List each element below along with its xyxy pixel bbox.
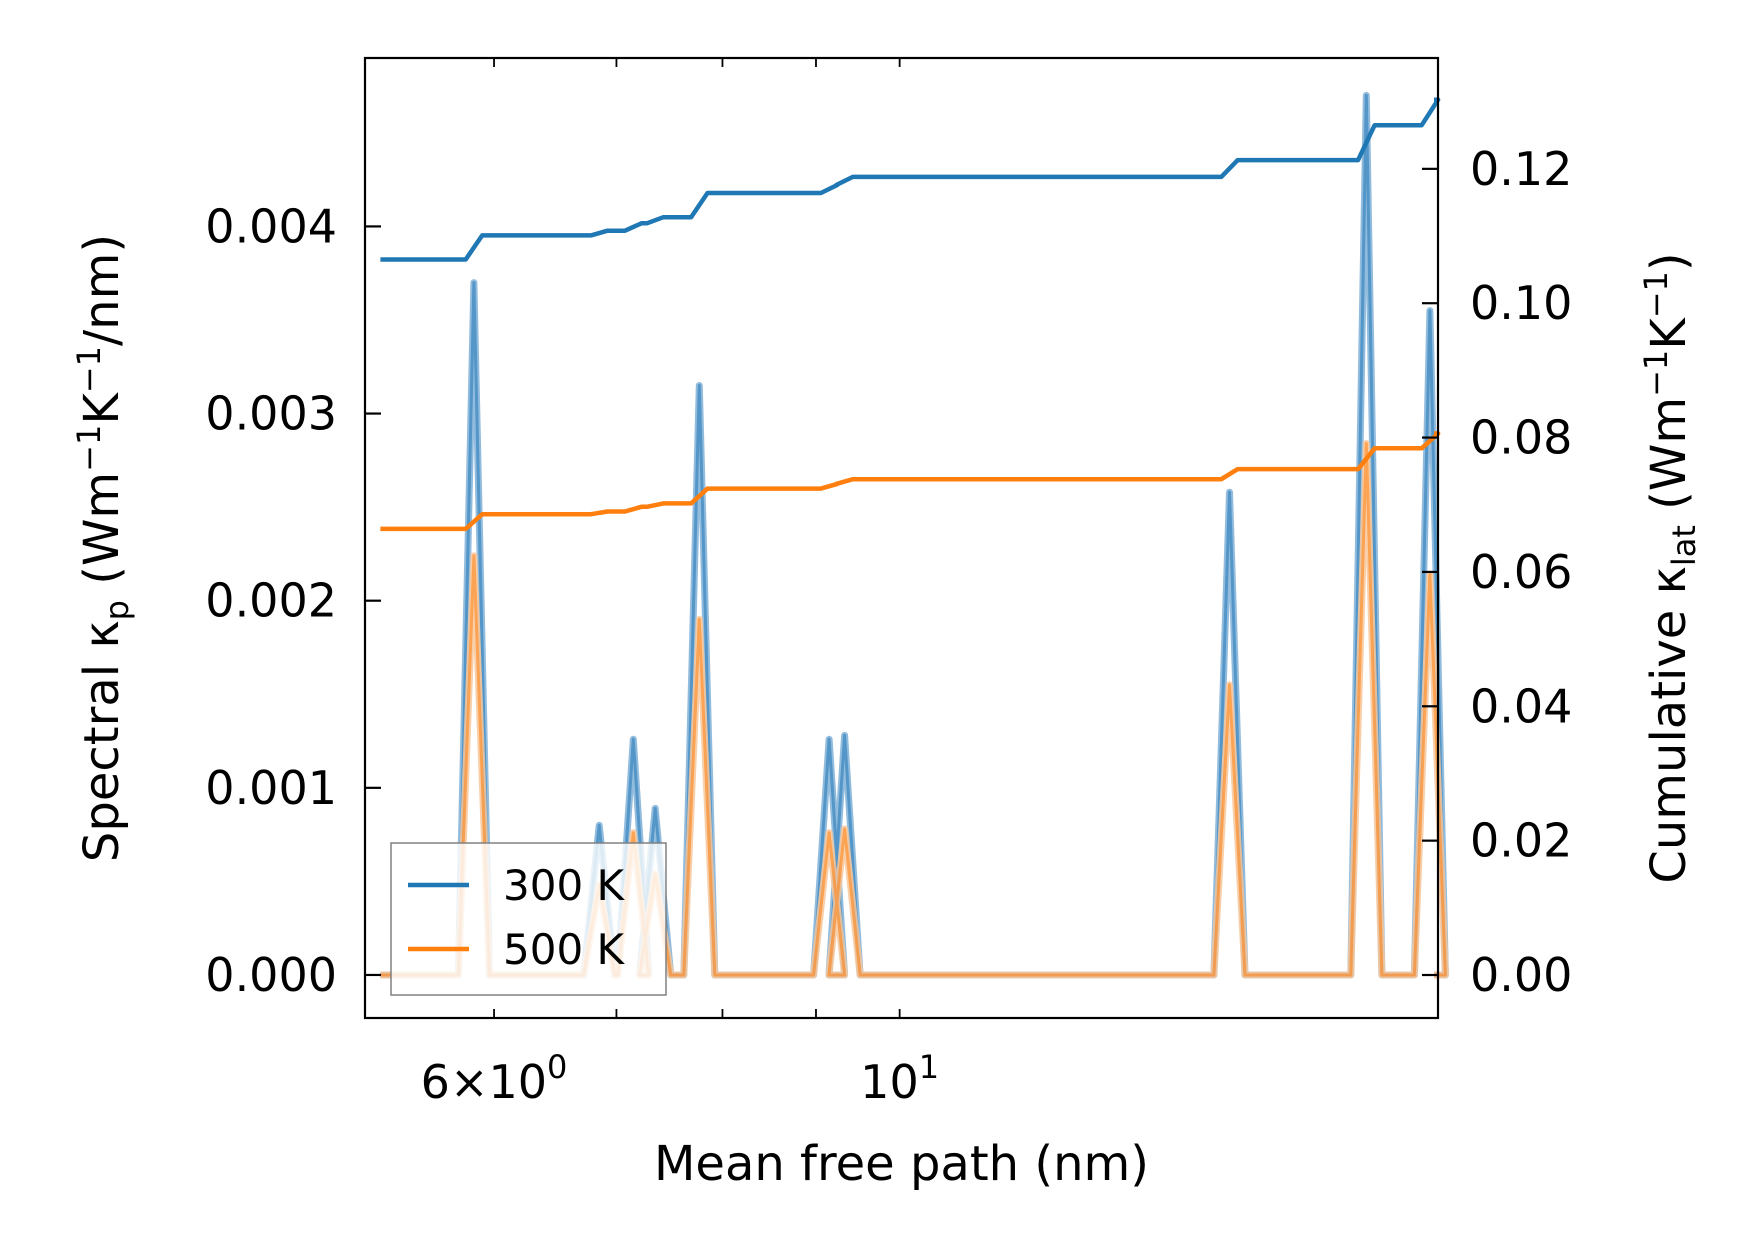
- cumulative-layer: [380, 97, 1441, 532]
- x-axis-label: Mean free path (nm): [654, 1136, 1149, 1192]
- y-right-label-text: Cumulative κ: [1641, 566, 1697, 884]
- y-left-label-mid: K: [74, 392, 130, 425]
- ticks-layer: [365, 58, 1438, 1018]
- y-right-tick-label: 0.12: [1470, 142, 1572, 196]
- cumulative-series-500k: [380, 431, 1441, 532]
- y-right-label-sup2: −1: [1637, 271, 1675, 318]
- y-right-label-sub: lat: [1665, 525, 1703, 566]
- x-tick-base: 10: [489, 1055, 548, 1109]
- y-left-label-text: Spectral κ: [74, 620, 130, 862]
- y-right-tick-label: 0.06: [1470, 545, 1572, 599]
- y-right-tick-label: 0.00: [1470, 948, 1572, 1002]
- y-left-label-sup1: −1: [70, 425, 108, 472]
- cumulative-series-300k: [380, 97, 1441, 262]
- y-left-tick-label: 0.002: [205, 574, 337, 628]
- legend-label-300k: 300 K: [503, 861, 626, 910]
- y-right-tick-label: 0.10: [1470, 276, 1572, 330]
- y-right-tick-label: 0.08: [1470, 411, 1572, 465]
- x-tick-exponent: 0: [547, 1048, 567, 1086]
- legend: 300 K 500 K: [390, 842, 667, 996]
- legend-box: [390, 842, 667, 996]
- plot-frame: [363, 56, 1440, 1020]
- y-right-label-sup1: −1: [1637, 350, 1675, 397]
- y-right-label-prefix: (Wm: [1641, 397, 1697, 525]
- y-axis-label-right: Cumulative κlat (Wm−1K−1): [1637, 252, 1703, 883]
- y-left-tick-label: 0.003: [205, 387, 337, 441]
- y-left-tick-label: 0.004: [205, 199, 337, 253]
- legend-label-500k: 500 K: [503, 925, 626, 974]
- y-right-tick-label: 0.02: [1470, 814, 1572, 868]
- y-left-label-suffix: /nm): [74, 234, 130, 346]
- x-tick-base: 10: [860, 1055, 919, 1109]
- y-left-tick-label: 0.001: [205, 761, 337, 815]
- labels-layer: 0.000 0.001 0.002 0.003 0.004 0.00 0.02 0.04 0.0…: [205, 142, 1572, 1109]
- x-tick-label: 6×100: [421, 1048, 568, 1109]
- x-tick-base: ×: [450, 1055, 489, 1109]
- y-left-label-sub: p: [98, 600, 136, 620]
- y-left-tick-label: 0.000: [205, 948, 337, 1002]
- x-tick-label: 101: [860, 1048, 939, 1109]
- x-tick-base: 6: [421, 1055, 450, 1109]
- y-left-label-sup2: −1: [70, 346, 108, 393]
- y-axis-label-left: Spectral κp (Wm−1K−1/nm): [70, 234, 136, 862]
- y-right-label-suffix: ): [1641, 252, 1697, 271]
- y-left-label-prefix: (Wm: [74, 472, 130, 600]
- x-tick-exponent: 1: [919, 1048, 939, 1086]
- y-right-tick-label: 0.04: [1470, 679, 1572, 733]
- y-right-label-mid: K: [1641, 317, 1697, 350]
